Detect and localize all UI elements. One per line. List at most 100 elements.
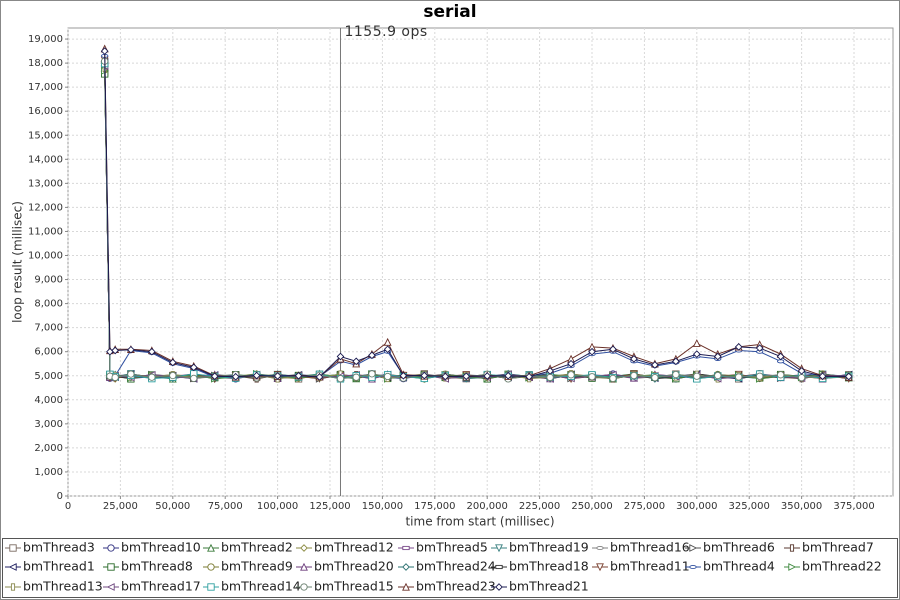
legend-item: bmThread15	[296, 579, 394, 594]
marker	[495, 583, 503, 591]
marker	[107, 544, 115, 552]
marker	[148, 373, 156, 381]
legend-item: bmThread4	[685, 559, 775, 574]
x-tick-label: 200,000	[467, 501, 508, 512]
y-tick-label: 13,000	[28, 178, 63, 189]
marker	[693, 372, 701, 380]
x-tick-label: 350,000	[781, 501, 822, 512]
marker	[692, 350, 701, 358]
y-tick-label: 17,000	[28, 82, 63, 93]
legend-text: bmThread18	[509, 559, 589, 574]
x-tick-label: 25,000	[103, 501, 138, 512]
legend-item: bmThread8	[103, 559, 193, 574]
marker	[399, 371, 408, 380]
marker	[462, 372, 471, 381]
legend-text: bmThread24	[416, 559, 496, 574]
legend-item: bmThread22	[784, 559, 882, 574]
y-axis-label: loop result (millisec)	[11, 201, 25, 323]
legend-item: bmThread13	[5, 579, 103, 594]
marker	[169, 371, 177, 380]
marker	[651, 374, 659, 382]
marker	[207, 543, 215, 552]
series	[101, 57, 853, 383]
legend-text: bmThread8	[121, 559, 193, 574]
marker	[689, 564, 697, 570]
x-tick-label: 325,000	[729, 501, 770, 512]
legend-text: bmThread17	[121, 579, 201, 594]
marker	[352, 357, 361, 366]
legend-item: bmThread16	[592, 540, 690, 555]
marker	[495, 564, 503, 570]
legend-text: bmThread16	[610, 540, 690, 555]
marker	[420, 371, 429, 380]
legend-item: bmThread1	[5, 559, 95, 574]
marker	[111, 373, 119, 382]
legend-text: bmThread12	[314, 540, 394, 555]
marker	[495, 544, 503, 553]
legend-item: bmThread17	[103, 579, 201, 594]
marker	[127, 370, 135, 378]
marker	[797, 374, 806, 382]
marker	[106, 583, 115, 591]
marker	[383, 345, 392, 354]
x-tick-label: 300,000	[676, 501, 717, 512]
y-tick-label: 11,000	[28, 226, 63, 237]
marker	[797, 367, 806, 375]
legend-text: bmThread10	[121, 540, 201, 555]
marker	[252, 371, 261, 380]
legend-text: bmThread5	[416, 540, 488, 555]
y-tick-label: 3,000	[34, 419, 63, 430]
marker	[567, 371, 575, 379]
x-tick-label: 50,000	[155, 501, 190, 512]
legend-text: bmThread22	[802, 559, 882, 574]
legend-item: bmThread14	[203, 579, 301, 594]
y-tick-label: 6,000	[34, 347, 63, 358]
x-tick-label: 275,000	[624, 501, 665, 512]
legend-item: bmThread19	[491, 540, 589, 555]
x-tick-label: 125,000	[309, 501, 350, 512]
series	[100, 47, 853, 381]
legend-item: bmThread18	[491, 559, 589, 574]
marker	[714, 371, 722, 380]
legend-item: bmThread20	[296, 559, 394, 574]
marker	[818, 372, 827, 381]
y-tick-label: 9,000	[34, 275, 63, 286]
x-tick-label: 100,000	[257, 501, 298, 512]
legend-item: bmThread23	[398, 579, 496, 594]
marker	[300, 544, 308, 552]
marker	[777, 371, 785, 379]
marker	[596, 545, 604, 551]
marker	[210, 372, 219, 381]
legend-text: bmThread3	[23, 540, 95, 555]
marker	[189, 363, 198, 372]
y-tick-label: 8,000	[34, 299, 63, 310]
y-tick-label: 15,000	[28, 130, 63, 141]
marker	[609, 345, 617, 354]
marker	[207, 563, 215, 571]
marker	[148, 347, 156, 356]
marker	[788, 563, 797, 571]
marker	[609, 374, 617, 383]
marker	[441, 372, 450, 381]
legend-text: bmThread1	[23, 559, 95, 574]
legend-text: bmThread6	[703, 540, 775, 555]
legend-item: bmThread2	[203, 540, 293, 555]
marker	[734, 343, 743, 351]
marker	[546, 373, 554, 382]
marker	[755, 344, 764, 352]
marker	[672, 357, 680, 366]
legend-text: bmThread2	[221, 540, 293, 555]
x-axis-label: time from start (millisec)	[405, 515, 554, 529]
marker	[300, 583, 308, 591]
marker	[713, 352, 722, 361]
legend-item: bmThread6	[685, 540, 775, 555]
marker	[756, 372, 764, 380]
legend-item: bmThread5	[398, 540, 488, 555]
marker	[8, 563, 17, 571]
legend-text: bmThread19	[509, 540, 589, 555]
legend-text: bmThread14	[221, 579, 301, 594]
marker	[315, 373, 324, 381]
y-tick-label: 14,000	[28, 154, 63, 165]
marker	[207, 583, 215, 591]
